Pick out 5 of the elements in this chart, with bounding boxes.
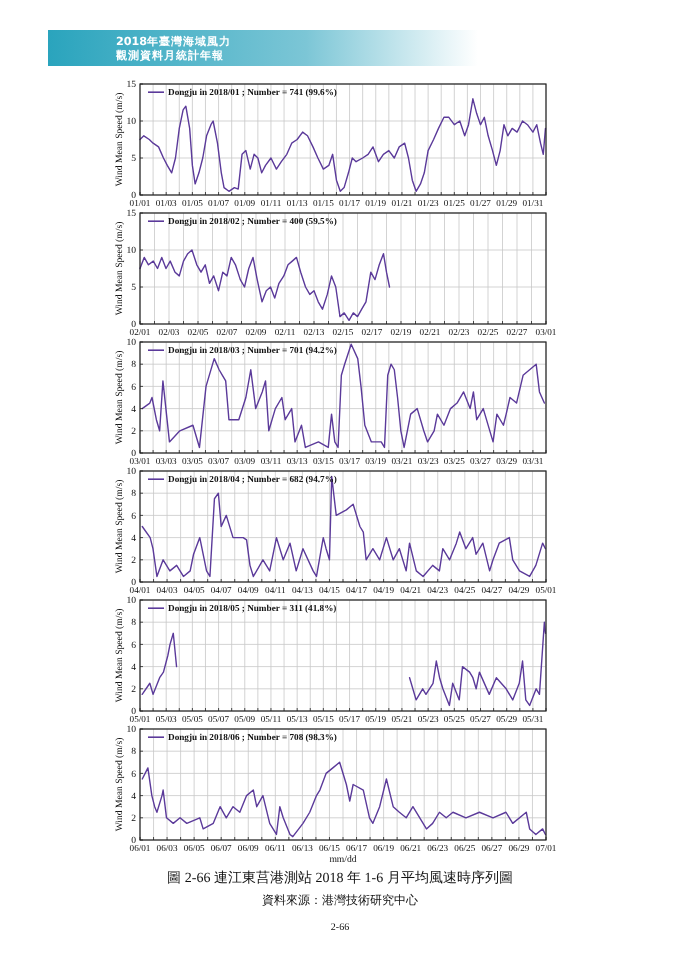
- line-series: [141, 475, 547, 578]
- line-series: [141, 343, 546, 449]
- line-series: [139, 249, 391, 321]
- line-series: [141, 632, 178, 696]
- line-series: [408, 621, 547, 707]
